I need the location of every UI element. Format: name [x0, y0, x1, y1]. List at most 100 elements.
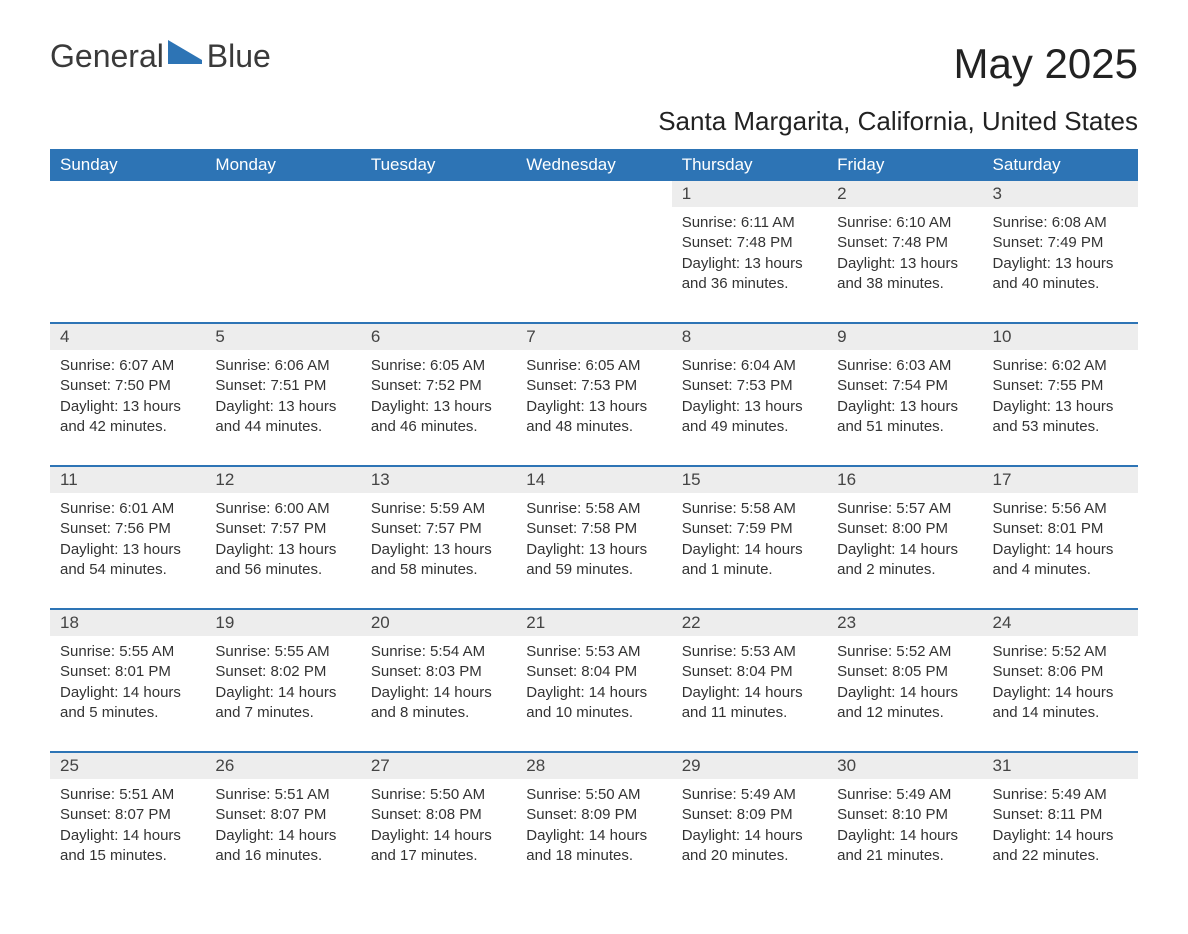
sunset-line: Sunset: 8:01 PM [60, 662, 195, 682]
calendar-cell: 27Sunrise: 5:50 AMSunset: 8:08 PMDayligh… [361, 752, 516, 894]
sunset-line: Sunset: 8:07 PM [215, 805, 350, 825]
daylight-line: Daylight: 14 hours and 7 minutes. [215, 683, 350, 724]
sunrise-line: Sunrise: 5:51 AM [60, 785, 195, 805]
calendar-week: 4Sunrise: 6:07 AMSunset: 7:50 PMDaylight… [50, 323, 1138, 466]
day-details: Sunrise: 5:58 AMSunset: 7:58 PMDaylight:… [516, 493, 671, 608]
daylight-line: Daylight: 14 hours and 12 minutes. [837, 683, 972, 724]
day-details: Sunrise: 6:11 AMSunset: 7:48 PMDaylight:… [672, 207, 827, 322]
daylight-line: Daylight: 14 hours and 5 minutes. [60, 683, 195, 724]
day-number: 30 [827, 753, 982, 779]
day-details: Sunrise: 6:06 AMSunset: 7:51 PMDaylight:… [205, 350, 360, 465]
weekday-header: Sunday [50, 149, 205, 181]
daylight-line: Daylight: 14 hours and 18 minutes. [526, 826, 661, 867]
sunset-line: Sunset: 8:10 PM [837, 805, 972, 825]
sunrise-line: Sunrise: 5:49 AM [993, 785, 1128, 805]
sunrise-line: Sunrise: 6:00 AM [215, 499, 350, 519]
day-details: Sunrise: 6:05 AMSunset: 7:53 PMDaylight:… [516, 350, 671, 465]
sunrise-line: Sunrise: 6:10 AM [837, 213, 972, 233]
calendar-cell: 23Sunrise: 5:52 AMSunset: 8:05 PMDayligh… [827, 609, 982, 752]
day-number: 21 [516, 610, 671, 636]
day-number: 4 [50, 324, 205, 350]
sunset-line: Sunset: 8:04 PM [682, 662, 817, 682]
sunrise-line: Sunrise: 5:56 AM [993, 499, 1128, 519]
calendar-cell [516, 181, 671, 323]
day-details: Sunrise: 5:55 AMSunset: 8:01 PMDaylight:… [50, 636, 205, 751]
sunrise-line: Sunrise: 5:52 AM [837, 642, 972, 662]
sunset-line: Sunset: 7:48 PM [682, 233, 817, 253]
daylight-line: Daylight: 14 hours and 10 minutes. [526, 683, 661, 724]
sunrise-line: Sunrise: 6:03 AM [837, 356, 972, 376]
day-number: 25 [50, 753, 205, 779]
brand-name-1: General [50, 38, 164, 74]
sunset-line: Sunset: 7:50 PM [60, 376, 195, 396]
day-details: Sunrise: 6:01 AMSunset: 7:56 PMDaylight:… [50, 493, 205, 608]
day-details: Sunrise: 5:49 AMSunset: 8:10 PMDaylight:… [827, 779, 982, 894]
sunset-line: Sunset: 7:56 PM [60, 519, 195, 539]
daylight-line: Daylight: 14 hours and 8 minutes. [371, 683, 506, 724]
day-details: Sunrise: 6:03 AMSunset: 7:54 PMDaylight:… [827, 350, 982, 465]
calendar-cell: 13Sunrise: 5:59 AMSunset: 7:57 PMDayligh… [361, 466, 516, 609]
calendar-cell [50, 181, 205, 323]
sunrise-line: Sunrise: 5:53 AM [682, 642, 817, 662]
day-details: Sunrise: 5:53 AMSunset: 8:04 PMDaylight:… [516, 636, 671, 751]
calendar-cell: 2Sunrise: 6:10 AMSunset: 7:48 PMDaylight… [827, 181, 982, 323]
daylight-line: Daylight: 14 hours and 21 minutes. [837, 826, 972, 867]
daylight-line: Daylight: 13 hours and 59 minutes. [526, 540, 661, 581]
day-details: Sunrise: 5:51 AMSunset: 8:07 PMDaylight:… [50, 779, 205, 894]
sunset-line: Sunset: 8:01 PM [993, 519, 1128, 539]
sunrise-line: Sunrise: 5:51 AM [215, 785, 350, 805]
day-details: Sunrise: 6:07 AMSunset: 7:50 PMDaylight:… [50, 350, 205, 465]
day-details: Sunrise: 6:02 AMSunset: 7:55 PMDaylight:… [983, 350, 1138, 465]
day-details: Sunrise: 5:55 AMSunset: 8:02 PMDaylight:… [205, 636, 360, 751]
daylight-line: Daylight: 13 hours and 51 minutes. [837, 397, 972, 438]
day-number: 26 [205, 753, 360, 779]
daylight-line: Daylight: 13 hours and 44 minutes. [215, 397, 350, 438]
calendar-cell: 29Sunrise: 5:49 AMSunset: 8:09 PMDayligh… [672, 752, 827, 894]
sunset-line: Sunset: 8:07 PM [60, 805, 195, 825]
sunset-line: Sunset: 8:00 PM [837, 519, 972, 539]
brand-name-2: Blue [207, 38, 271, 74]
daylight-line: Daylight: 13 hours and 54 minutes. [60, 540, 195, 581]
day-number: 24 [983, 610, 1138, 636]
calendar-cell: 17Sunrise: 5:56 AMSunset: 8:01 PMDayligh… [983, 466, 1138, 609]
daylight-line: Daylight: 14 hours and 1 minute. [682, 540, 817, 581]
daylight-line: Daylight: 13 hours and 56 minutes. [215, 540, 350, 581]
calendar-cell: 18Sunrise: 5:55 AMSunset: 8:01 PMDayligh… [50, 609, 205, 752]
sunrise-line: Sunrise: 6:01 AM [60, 499, 195, 519]
day-number: 9 [827, 324, 982, 350]
daylight-line: Daylight: 13 hours and 48 minutes. [526, 397, 661, 438]
sunset-line: Sunset: 8:03 PM [371, 662, 506, 682]
calendar-cell: 12Sunrise: 6:00 AMSunset: 7:57 PMDayligh… [205, 466, 360, 609]
day-details: Sunrise: 6:04 AMSunset: 7:53 PMDaylight:… [672, 350, 827, 465]
daylight-line: Daylight: 14 hours and 2 minutes. [837, 540, 972, 581]
sunset-line: Sunset: 8:09 PM [682, 805, 817, 825]
calendar-cell: 15Sunrise: 5:58 AMSunset: 7:59 PMDayligh… [672, 466, 827, 609]
location-subtitle: Santa Margarita, California, United Stat… [50, 106, 1138, 137]
calendar-cell: 21Sunrise: 5:53 AMSunset: 8:04 PMDayligh… [516, 609, 671, 752]
daylight-line: Daylight: 13 hours and 36 minutes. [682, 254, 817, 295]
day-number: 8 [672, 324, 827, 350]
day-details: Sunrise: 6:05 AMSunset: 7:52 PMDaylight:… [361, 350, 516, 465]
day-details: Sunrise: 5:53 AMSunset: 8:04 PMDaylight:… [672, 636, 827, 751]
day-number: 13 [361, 467, 516, 493]
calendar-cell: 25Sunrise: 5:51 AMSunset: 8:07 PMDayligh… [50, 752, 205, 894]
sunrise-line: Sunrise: 5:55 AM [60, 642, 195, 662]
sunrise-line: Sunrise: 5:58 AM [526, 499, 661, 519]
calendar-cell [205, 181, 360, 323]
calendar-cell: 3Sunrise: 6:08 AMSunset: 7:49 PMDaylight… [983, 181, 1138, 323]
day-number: 27 [361, 753, 516, 779]
calendar-cell: 11Sunrise: 6:01 AMSunset: 7:56 PMDayligh… [50, 466, 205, 609]
calendar-cell: 5Sunrise: 6:06 AMSunset: 7:51 PMDaylight… [205, 323, 360, 466]
logo-text-wrap: General Blue [50, 40, 271, 72]
weekday-header: Saturday [983, 149, 1138, 181]
sunrise-line: Sunrise: 5:49 AM [837, 785, 972, 805]
daylight-line: Daylight: 14 hours and 17 minutes. [371, 826, 506, 867]
daylight-line: Daylight: 13 hours and 40 minutes. [993, 254, 1128, 295]
day-number: 19 [205, 610, 360, 636]
day-details: Sunrise: 5:52 AMSunset: 8:06 PMDaylight:… [983, 636, 1138, 751]
calendar-table: SundayMondayTuesdayWednesdayThursdayFrid… [50, 149, 1138, 894]
sunset-line: Sunset: 7:58 PM [526, 519, 661, 539]
sunset-line: Sunset: 8:04 PM [526, 662, 661, 682]
sunset-line: Sunset: 8:09 PM [526, 805, 661, 825]
day-details: Sunrise: 6:10 AMSunset: 7:48 PMDaylight:… [827, 207, 982, 322]
